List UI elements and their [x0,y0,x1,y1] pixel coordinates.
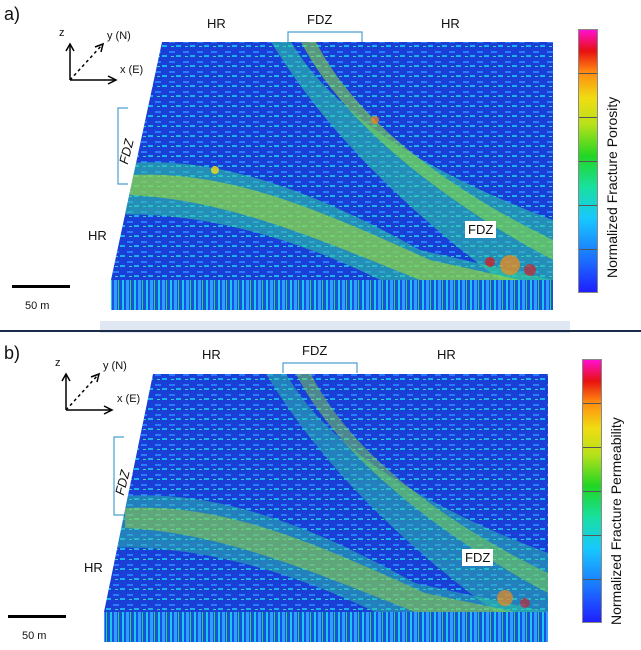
hr-side-label: HR [88,228,107,243]
fdz-top-label: FDZ [307,12,333,27]
scale-bar [12,285,70,288]
fdz-band-lower [104,495,548,612]
hr-right-label: HR [441,16,460,31]
fracture-block-b [61,362,548,642]
axis-z-label: z [55,357,61,369]
panel-a: a) [4,4,620,312]
panel-b: b) [0,333,641,650]
fdz-top-label: FDZ [302,343,328,358]
colorbar [582,359,602,623]
scale-label: 50 m [22,630,47,642]
axis-z-label: z [59,27,65,39]
hr-side-label: HR [84,560,103,575]
block-side-face [111,280,553,310]
block-top-face [104,374,548,612]
panel-label: a) [4,4,21,24]
hr-left-label: HR [202,347,221,362]
scale-bar [8,615,66,618]
fdz-top-bracket [287,31,363,42]
axes-triad-b [61,372,114,415]
axis-x-label: x (E) [117,393,141,405]
axis-y-label: y (N) [107,30,131,42]
fdz-side-bracket [117,107,128,185]
fdz-side-bracket [113,436,124,516]
axis-x-label: x (E) [120,64,144,76]
colorbar [578,29,598,293]
panel-label: b) [4,343,21,363]
colorbar-title: Normalized Fracture Porosity [604,96,620,278]
axis-y-label: y (N) [103,360,127,372]
fdz-inner-label: FDZ [462,549,494,566]
axes-triad-a [65,42,118,85]
panel-divider [0,330,641,332]
fracture-block-a [65,31,553,310]
hr-left-label: HR [207,16,226,31]
fdz-inner-label: FDZ [465,221,497,238]
hr-right-label: HR [437,347,456,362]
fdz-top-bracket [282,362,358,373]
scale-label: 50 m [25,300,50,312]
block-side-face [104,612,548,642]
colorbar-title: Normalized Fracture Permeability [608,417,624,625]
